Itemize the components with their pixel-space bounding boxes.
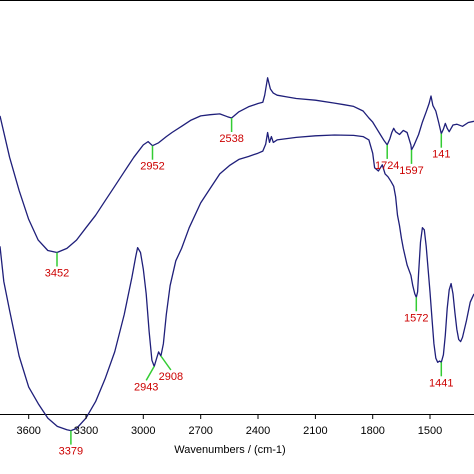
peak-label-1572: 1572 [404, 312, 428, 324]
peak-label-3452: 3452 [45, 268, 69, 280]
x-tick-label-1500: 1500 [418, 425, 442, 437]
peak-label-2943: 2943 [134, 381, 158, 393]
peak-label-141: 141 [432, 149, 450, 161]
peak-label-1724: 1724 [375, 160, 399, 172]
x-tick-label-1800: 1800 [360, 425, 384, 437]
x-tick-label-3600: 3600 [16, 425, 40, 437]
x-tick-label-2400: 2400 [246, 425, 270, 437]
x-axis-title: Wavenumbers / (cm-1) [174, 444, 285, 456]
x-tick-layer: 3600 3300 3000 2700 2400 2100 1800 1500 [16, 414, 442, 437]
x-tick-label-3300: 3300 [74, 425, 98, 437]
peak-label-3379: 3379 [59, 446, 83, 458]
x-tick-label-3000: 3000 [131, 425, 155, 437]
peak-label-2908: 2908 [159, 371, 183, 383]
plot-frame [0, 0, 474, 415]
peak-marker-2943 [145, 366, 155, 381]
peak-label-1441: 1441 [429, 377, 453, 389]
peak-label-2538: 2538 [219, 133, 243, 145]
series-layer [0, 77, 474, 432]
spectrum-line-2 [0, 131, 474, 432]
x-tick-label-2100: 2100 [303, 425, 327, 437]
peak-label-1597: 1597 [399, 165, 423, 177]
peak-marker-2908 [160, 355, 172, 371]
peak-label-2952: 2952 [140, 161, 164, 173]
x-tick-label-2700: 2700 [188, 425, 212, 437]
spectrum-line-1 [0, 77, 474, 254]
